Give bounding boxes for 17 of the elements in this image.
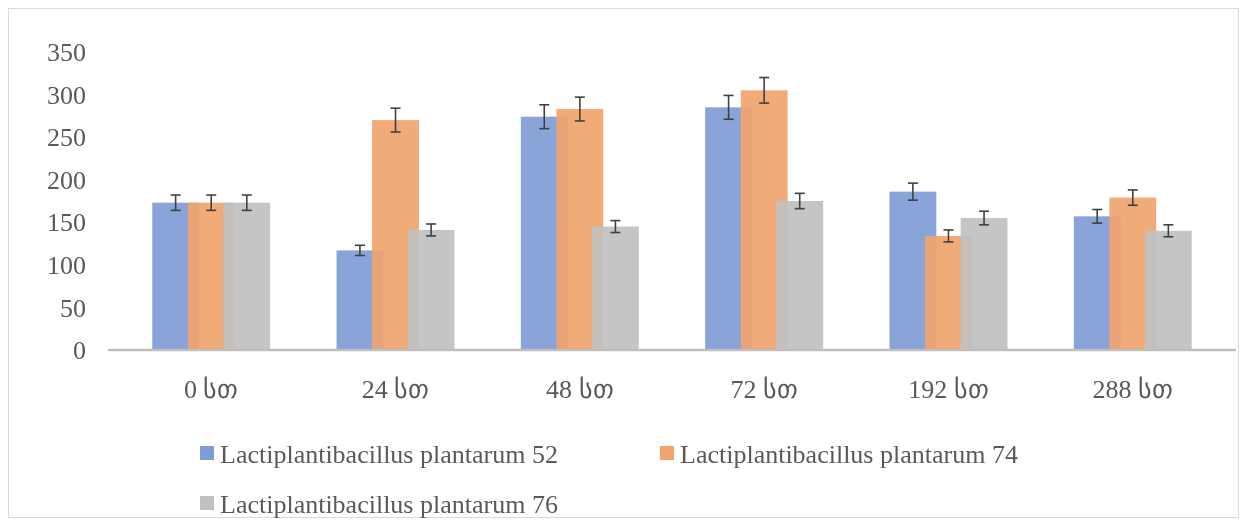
y-tick-label: 50 (60, 293, 86, 323)
y-tick-label: 350 (47, 38, 86, 68)
x-tick-label: 288 სთ (1092, 375, 1174, 404)
x-tick-label: 0 სთ (183, 375, 239, 404)
legend-label: Lactiplantibacillus plantarum 76 (220, 490, 558, 520)
y-tick-label: 100 (47, 250, 86, 280)
x-tick-label: 192 სთ (908, 375, 989, 404)
y-tick-label: 200 (47, 165, 86, 195)
y-tick-label: 150 (47, 208, 86, 238)
y-tick-label: 250 (47, 123, 86, 153)
y-tick-label: 0 (73, 336, 86, 366)
x-tick-label: 72 სთ (730, 375, 798, 404)
x-tick-label: 48 სთ (546, 375, 614, 404)
legend-label: Lactiplantibacillus plantarum 52 (220, 440, 558, 470)
x-tick-label: 24 სთ (361, 375, 430, 404)
legend-label: Lactiplantibacillus plantarum 74 (680, 440, 1018, 470)
y-tick-label: 300 (47, 80, 86, 110)
